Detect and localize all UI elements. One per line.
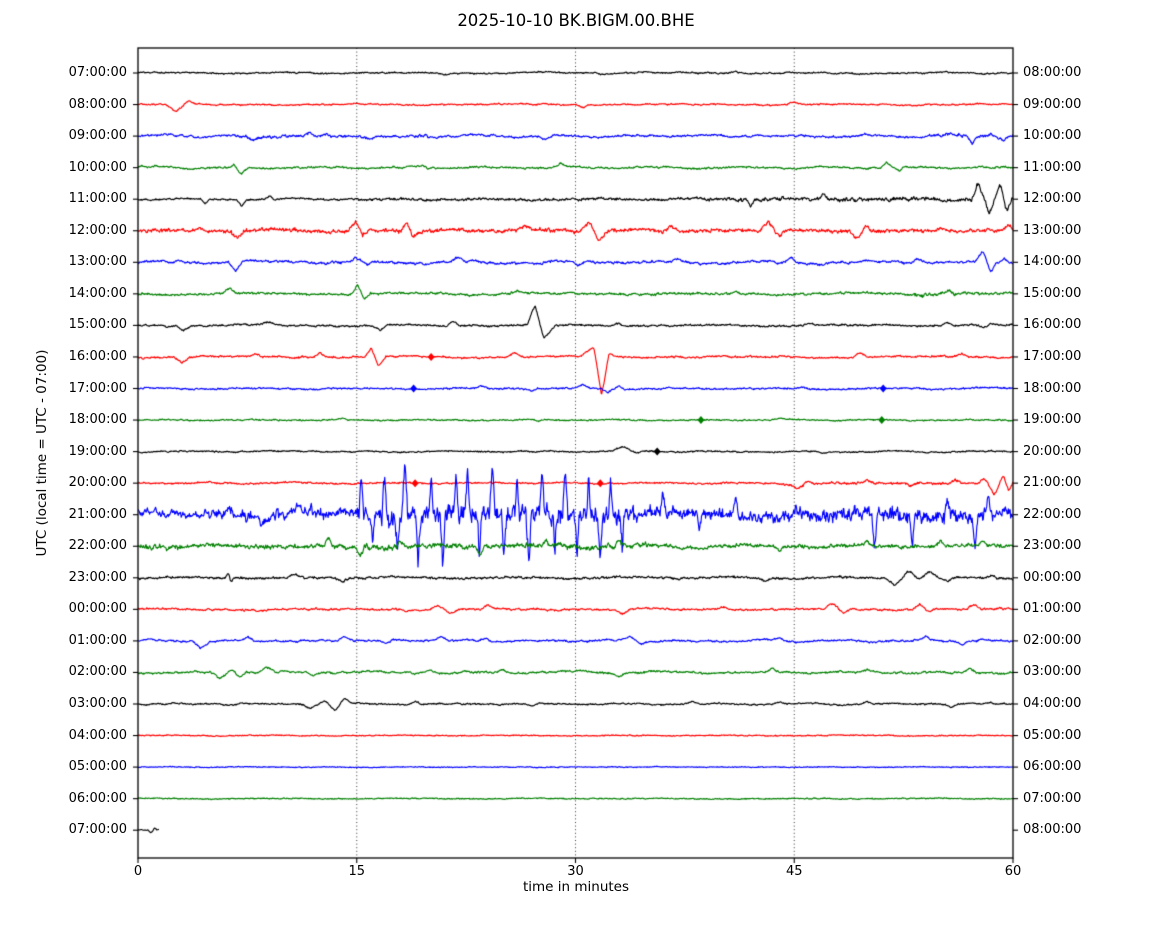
utc-time-label-left: 20:00:00 [68,475,127,491]
utc-time-label-left: 19:00:00 [68,443,127,459]
chart-title: 2025-10-10 BK.BIGM.00.BHE [457,11,695,30]
utc-time-label-left: 14:00:00 [68,285,127,301]
utc-time-label-left: 03:00:00 [68,696,127,711]
local-time-label-right: 15:00:00 [1023,285,1082,301]
local-time-label-right: 19:00:00 [1023,412,1082,428]
utc-time-label-left: 16:00:00 [68,348,127,364]
local-time-label-right: 08:00:00 [1023,822,1082,838]
local-time-label-right: 00:00:00 [1023,569,1082,585]
local-time-label-right: 10:00:00 [1023,128,1082,144]
local-time-label-right: 07:00:00 [1023,790,1082,806]
utc-time-label-left: 22:00:00 [68,538,127,554]
local-time-label-right: 02:00:00 [1023,632,1082,648]
utc-time-label-left: 05:00:00 [68,759,127,775]
local-time-label-right: 17:00:00 [1023,348,1082,364]
x-tick-label: 45 [785,864,803,879]
local-time-label-right: 16:00:00 [1023,317,1082,333]
utc-time-label-left: 09:00:00 [68,128,127,144]
utc-time-label-left: 06:00:00 [68,790,127,806]
utc-time-label-left: 11:00:00 [68,191,127,207]
utc-time-label-left: 10:00:00 [68,159,127,175]
x-tick-label: 15 [348,864,366,879]
local-time-label-right: 06:00:00 [1023,759,1082,775]
local-time-label-right: 09:00:00 [1023,96,1082,112]
local-time-label-right: 12:00:00 [1023,191,1082,207]
local-time-label-right: 21:00:00 [1023,475,1082,491]
local-time-label-right: 22:00:00 [1023,506,1082,522]
x-tick-label: 0 [133,864,143,879]
local-time-label-right: 08:00:00 [1023,65,1082,80]
local-time-label-right: 11:00:00 [1023,159,1082,175]
local-time-label-right: 03:00:00 [1023,664,1082,680]
local-time-label-right: 04:00:00 [1023,696,1082,711]
local-time-label-right: 23:00:00 [1023,538,1082,554]
utc-time-label-left: 07:00:00 [68,65,127,80]
utc-time-label-left: 04:00:00 [68,727,127,743]
local-time-label-right: 18:00:00 [1023,380,1082,396]
local-time-label-right: 05:00:00 [1023,727,1082,743]
utc-time-label-left: 07:00:00 [68,822,127,838]
utc-time-label-left: 17:00:00 [68,380,127,396]
local-time-label-right: 13:00:00 [1023,222,1082,238]
utc-time-label-left: 12:00:00 [68,222,127,238]
x-tick-label: 60 [1004,864,1022,879]
local-time-label-right: 01:00:00 [1023,601,1082,617]
utc-time-label-left: 13:00:00 [68,254,127,270]
utc-time-label-left: 01:00:00 [68,632,127,648]
x-tick-label: 30 [567,864,584,879]
utc-time-label-left: 21:00:00 [68,506,127,522]
utc-time-label-left: 00:00:00 [68,601,127,617]
utc-time-label-left: 18:00:00 [68,412,127,428]
local-time-label-right: 20:00:00 [1023,443,1082,459]
utc-time-label-left: 23:00:00 [68,569,127,585]
utc-time-label-left: 15:00:00 [68,317,127,333]
local-time-label-right: 14:00:00 [1023,254,1082,270]
utc-time-label-left: 08:00:00 [68,96,127,112]
x-axis-label: time in minutes [522,879,630,895]
utc-time-label-left: 02:00:00 [68,664,127,680]
